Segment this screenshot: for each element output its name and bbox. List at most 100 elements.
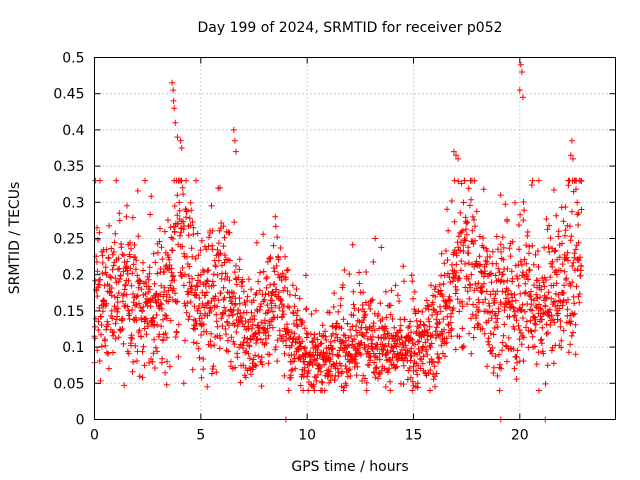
data-point [516,327,523,333]
data-point [330,330,336,337]
data-point [118,326,124,333]
data-point [550,299,557,306]
data-point [317,340,324,347]
data-point [400,263,407,270]
data-point [423,346,430,353]
data-point [228,334,235,341]
data-point [279,308,286,314]
data-point [511,291,518,298]
data-point [284,321,290,328]
data-point [432,283,439,290]
data-point [302,344,309,351]
data-point [531,343,538,350]
data-point [355,307,362,314]
data-point [330,304,337,310]
data-point [493,260,500,267]
data-point [357,342,364,349]
data-point [530,261,537,268]
data-point [464,301,471,308]
data-point [220,243,227,250]
data-point [522,290,528,297]
data-point [496,351,502,358]
data-point [329,345,336,352]
data-point [183,214,190,221]
data-point [322,333,329,340]
data-point [143,315,149,322]
data-point [528,182,535,188]
data-point [424,351,431,358]
data-point [499,234,506,241]
data-point [247,336,254,343]
data-point [490,370,497,376]
data-point [223,331,229,338]
data-point [503,295,510,302]
data-point [192,292,199,299]
data-point [369,296,376,303]
data-point [408,329,414,336]
data-point [140,343,147,350]
data-point [541,283,548,290]
data-point [523,273,530,279]
data-point [488,315,495,322]
data-point [94,293,101,300]
data-point [192,255,199,262]
data-point [476,233,483,240]
data-point [267,254,274,261]
data-point [424,336,431,343]
data-point [548,312,555,319]
data-point [148,193,155,200]
data-point [473,258,480,265]
data-point [424,327,430,333]
data-point [193,291,200,298]
data-point [123,264,130,271]
data-point [431,363,438,370]
data-point [459,227,466,234]
data-point [548,295,555,302]
data-point [495,265,502,272]
data-point [318,340,325,347]
data-point [542,380,549,387]
data-point [553,280,560,287]
data-point [466,295,473,302]
data-point [412,341,418,348]
data-point [415,324,422,331]
data-point [517,211,524,218]
data-point [434,311,441,318]
data-point [436,319,443,326]
data-point [570,311,577,318]
data-point [447,279,454,286]
data-point [322,328,329,335]
data-point [222,326,229,332]
data-point [354,363,361,370]
data-point [263,340,270,347]
data-point [232,148,239,155]
data-point [92,335,99,342]
data-point [220,284,227,291]
data-point [575,210,582,216]
data-point [376,371,383,377]
data-point [524,229,531,235]
data-point [255,278,262,285]
data-point [409,378,416,385]
data-point [105,365,112,372]
data-point [511,313,517,320]
data-point [236,256,243,263]
data-point [555,228,562,235]
data-point [298,343,304,350]
data-point [547,322,554,328]
data-point [151,280,158,287]
data-point [501,321,508,328]
data-point [389,354,396,361]
data-point [504,218,511,225]
data-point [494,315,501,322]
data-point [237,379,244,386]
data-point [146,286,153,293]
data-point [451,218,458,225]
data-point [543,216,550,222]
data-point [94,268,101,275]
data-point [342,332,349,339]
data-point [464,219,471,226]
data-point [363,379,370,386]
data-point [433,316,440,323]
data-point [326,309,333,316]
